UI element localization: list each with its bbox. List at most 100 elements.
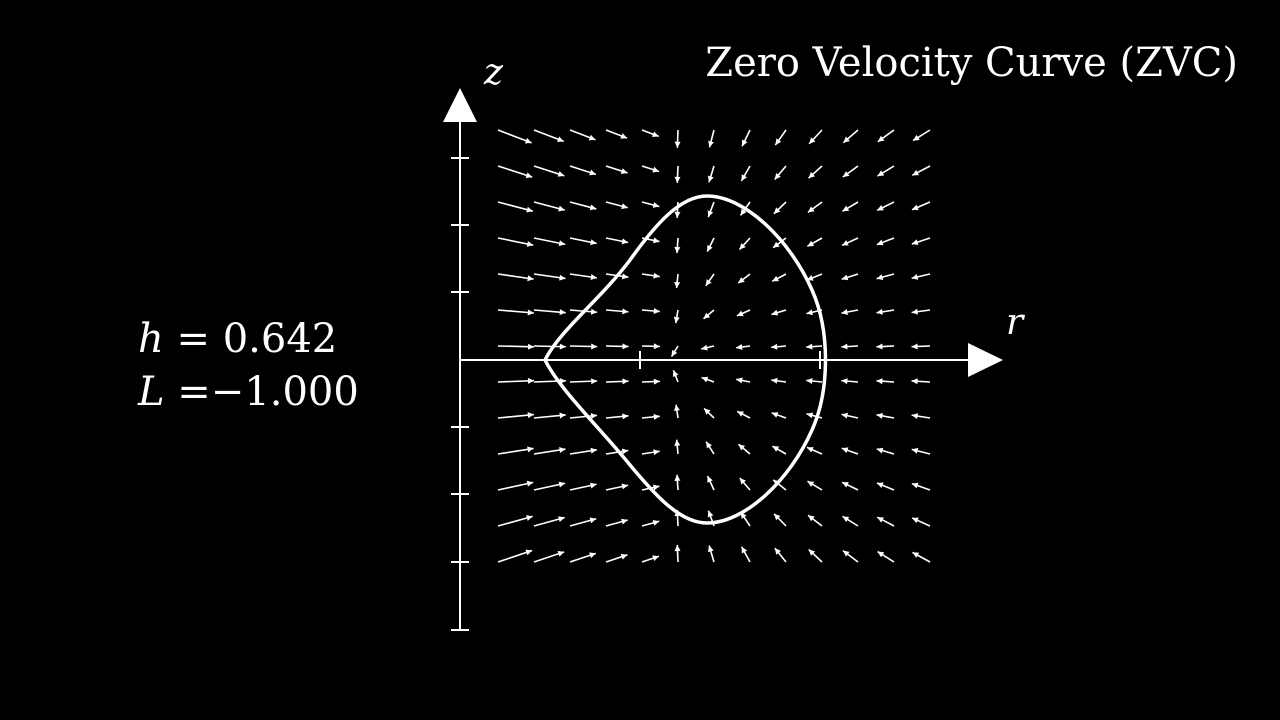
field-arrow-head [559,412,566,419]
field-arrow-head [558,240,566,247]
field-arrow-head [774,513,781,521]
field-arrow-head [620,168,628,174]
L-symbol: L [138,369,165,415]
field-arrow-head [807,206,815,213]
field-arrow-head [589,552,596,559]
field-arrow-head [558,516,565,522]
field-arrow-head [653,343,660,350]
field-arrow-head [673,316,680,324]
field-arrow-head [806,412,814,419]
field-arrow-head [912,552,920,558]
field-arrow-head [739,478,746,485]
field-arrow-head [590,308,598,315]
field-arrow-head [877,551,885,558]
field-arrow-head [876,447,884,454]
field-arrow-head [808,515,815,522]
field-arrow-head [911,308,918,315]
field-arrow-head [526,480,534,487]
field-arrow-head [738,444,746,451]
field-arrow-head [674,281,681,289]
field-arrow-head [674,246,681,254]
field-arrow-head [653,237,660,244]
field-arrow-head [559,447,566,453]
field-arrow-head [736,344,743,350]
field-arrow-head [842,205,850,212]
field-arrow-head [674,439,681,446]
r-axis-arrowhead [968,343,1003,377]
field-arrow-head [736,310,744,317]
field-arrow-head [911,482,919,489]
field-arrow-head [911,413,919,420]
field-arrow-head [736,377,743,384]
field-arrow-head [559,274,566,281]
field-arrow-head [842,240,849,246]
field-arrow-head [621,483,629,490]
field-arrow-head [591,378,598,385]
field-arrow-head [806,343,813,350]
field-arrow-head [876,343,883,350]
field-arrow-head [771,309,779,316]
field-arrow-head [622,308,629,315]
field-arrow-head [527,343,534,350]
field-arrow-head [622,413,629,420]
field-arrow-head [877,135,885,142]
z-axis-arrowhead [443,88,477,122]
field-arrow-head [590,239,597,246]
field-arrow-head [738,277,745,284]
field-arrow-head [590,274,597,280]
field-arrow-head [707,545,714,553]
field-arrow-head [621,448,629,455]
field-arrow-head [876,274,884,281]
field-arrow-head [742,139,748,147]
field-arrow-head [652,131,659,138]
z-axis-label: z [484,52,503,93]
field-arrow-head [620,553,628,560]
field-arrow-head [841,274,849,281]
field-arrow-head [589,169,596,176]
field-arrow-head [808,171,816,179]
field-arrow-head [620,133,628,139]
field-arrow-head [527,377,534,384]
field-arrow-head [652,166,660,173]
field-arrow-head [808,549,816,556]
field-arrow-head [876,482,884,489]
field-arrow-head [842,171,850,178]
field-arrow-head [588,134,596,141]
field-arrow-head [704,408,711,415]
field-arrow-head [672,370,679,377]
field-arrow-head [773,241,780,248]
field-arrow-head [842,482,849,488]
field-arrow-head [841,309,848,315]
field-arrow-head [621,238,629,245]
field-arrow-head [589,204,597,211]
axes-group [443,88,1003,631]
field-arrow-head [706,441,712,449]
field-arrow-head [842,550,850,557]
field-arrow-head [913,134,920,141]
field-arrow-head [877,517,884,523]
field-arrow-head [707,244,713,252]
field-arrow-head [652,202,660,208]
field-arrow-head [526,206,533,213]
r-axis-label: r [1006,302,1024,343]
field-arrow-head [527,412,534,419]
field-arrow-head [653,307,660,314]
field-arrow-head [652,519,660,526]
field-arrow-head [526,515,533,521]
field-arrow-head [771,377,778,384]
field-arrow-head [741,546,748,554]
field-arrow-head [525,172,533,179]
field-arrow-head [911,273,919,280]
field-arrow-head [557,171,565,177]
field-arrow-head [841,343,848,350]
field-arrow-head [877,205,884,211]
zero-velocity-curve [543,194,828,525]
field-arrow-head [806,309,813,316]
field-arrow-head [911,343,918,350]
field-arrow-head [701,376,709,383]
field-arrow-head [621,203,628,210]
field-arrow-head [673,404,680,412]
field-arrow-head [590,447,597,454]
field-arrow-head [671,349,678,357]
